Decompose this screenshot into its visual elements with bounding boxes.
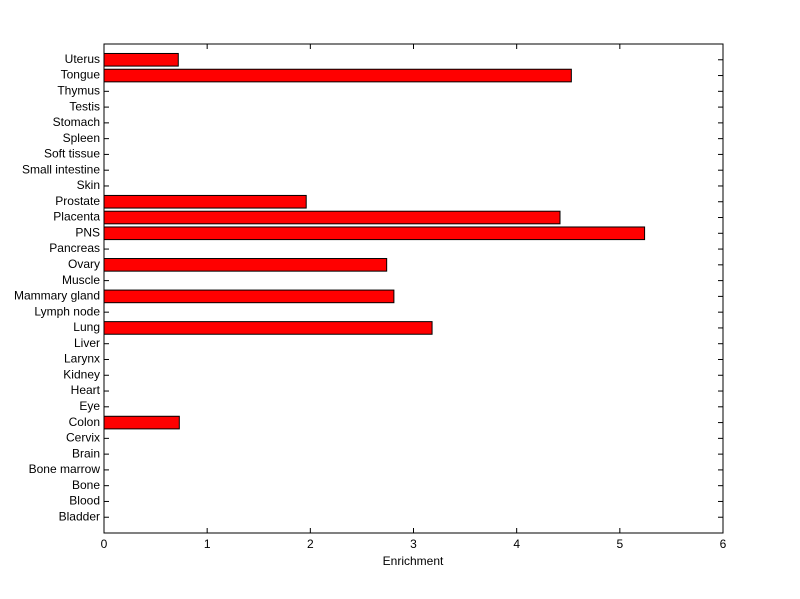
bar bbox=[103, 194, 307, 209]
y-tick-label: Kidney bbox=[63, 367, 100, 381]
y-tick-label: Placenta bbox=[53, 210, 100, 224]
y-tick-label: Tongue bbox=[61, 68, 101, 82]
x-tick-label: 5 bbox=[616, 537, 623, 551]
y-tick-label: Thymus bbox=[57, 83, 100, 97]
bar bbox=[103, 52, 179, 67]
x-tick-label: 6 bbox=[720, 537, 727, 551]
y-tick-label: Eye bbox=[79, 399, 100, 413]
x-axis-label: Enrichment bbox=[383, 554, 444, 568]
bar bbox=[103, 226, 646, 241]
y-tick-label: Lung bbox=[73, 320, 100, 334]
bar bbox=[103, 258, 388, 272]
y-tick-label: Ovary bbox=[68, 257, 100, 271]
x-tick-label: 2 bbox=[307, 537, 314, 551]
y-tick-label: Pancreas bbox=[49, 241, 100, 255]
x-tick-label: 1 bbox=[204, 537, 211, 551]
y-tick-label: Bladder bbox=[59, 509, 100, 523]
y-tick-label: Brain bbox=[72, 446, 100, 460]
bar bbox=[103, 321, 433, 335]
y-tick-label: Spleen bbox=[63, 131, 100, 145]
y-tick-label: Mammary gland bbox=[14, 289, 100, 303]
y-tick-label: PNS bbox=[75, 225, 100, 239]
y-tick-label: Prostate bbox=[55, 194, 100, 208]
bar bbox=[103, 68, 572, 83]
bar bbox=[103, 415, 180, 430]
y-tick-label: Blood bbox=[69, 494, 100, 508]
y-tick-label: Heart bbox=[71, 383, 101, 397]
y-tick-label: Bone marrow bbox=[29, 462, 101, 476]
x-tick-label: 0 bbox=[101, 537, 108, 551]
y-tick-label: Skin bbox=[77, 178, 100, 192]
x-tick-label: 3 bbox=[410, 537, 417, 551]
y-tick-label: Small intestine bbox=[22, 162, 100, 176]
y-tick-label: Testis bbox=[69, 99, 100, 113]
y-tick-label: Stomach bbox=[53, 115, 100, 129]
y-tick-label: Soft tissue bbox=[44, 147, 100, 161]
y-tick-label: Liver bbox=[74, 336, 100, 350]
bar bbox=[103, 289, 395, 304]
y-tick-label: Larynx bbox=[64, 352, 100, 366]
y-tick-label: Cervix bbox=[66, 431, 100, 445]
bar bbox=[103, 210, 561, 225]
y-tick-label: Colon bbox=[69, 415, 100, 429]
y-tick-label: Bone bbox=[72, 478, 100, 492]
y-tick-label: Lymph node bbox=[34, 304, 100, 318]
y-tick-label: Uterus bbox=[65, 52, 100, 66]
y-tick-label: Muscle bbox=[62, 273, 100, 287]
x-tick-label: 4 bbox=[513, 537, 520, 551]
plot-area bbox=[103, 43, 724, 534]
